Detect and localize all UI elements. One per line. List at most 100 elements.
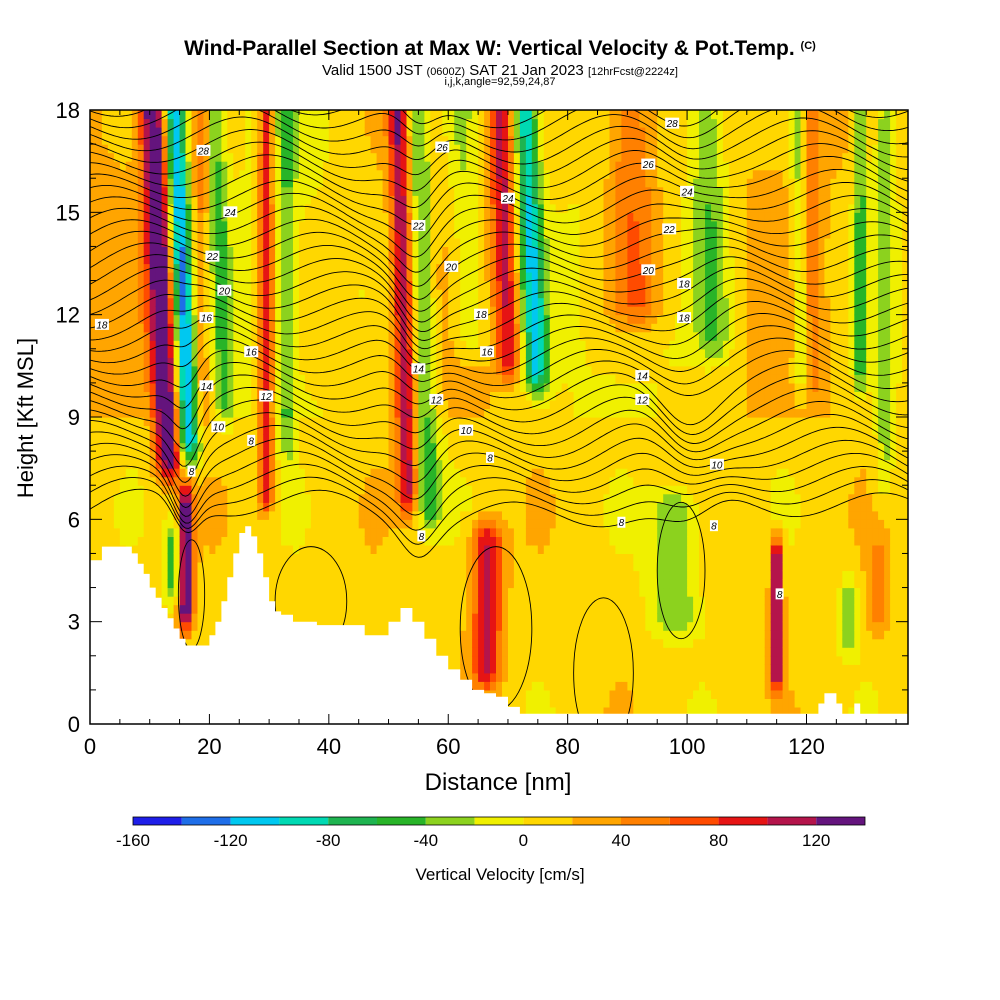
colorbar: -160 -120 -80 -40 0 40 80 120 xyxy=(116,816,866,850)
contour-label-bg xyxy=(435,141,450,153)
contour-label-bg xyxy=(187,465,196,477)
theta-contour-line xyxy=(90,313,908,365)
y-tick-label: 0 xyxy=(68,712,80,737)
contour-label-bg xyxy=(259,390,274,402)
terrain-mask xyxy=(90,526,908,724)
contour-label: 20 xyxy=(445,262,458,273)
axes: 0 20 40 60 80 100 120 0 3 6 9 12 15 18 xyxy=(56,98,909,759)
contour-label: 12 xyxy=(261,392,273,403)
plot-area: 28 24 22 20 18 16 16 14 12 10 8 8 22 26 20 18 16 14 12 10 8 8… xyxy=(90,110,908,724)
contour-label: 18 xyxy=(679,279,691,290)
contour-label-bg xyxy=(677,312,692,324)
theta-contour-line xyxy=(90,349,908,399)
contour-label-bg xyxy=(196,144,211,156)
theta-contour-line xyxy=(90,325,908,374)
contour-label-bg xyxy=(474,308,489,320)
contour-label-bg xyxy=(480,346,495,358)
colorbar-swatch xyxy=(425,817,475,825)
theta-contour-line xyxy=(90,116,908,165)
contour-label-bg xyxy=(635,393,650,405)
contour-label: 8 xyxy=(487,453,493,464)
theta-contour-line xyxy=(90,289,908,350)
theta-contour-line xyxy=(90,110,908,153)
theta-contour-line xyxy=(90,463,908,531)
theta-contour-loop xyxy=(573,597,634,724)
colorbar-tick-label: 80 xyxy=(709,831,728,850)
colorbar-swatch xyxy=(474,817,524,825)
contour-label: 8 xyxy=(419,532,425,543)
contour-label: 16 xyxy=(246,348,258,359)
theta-contours xyxy=(90,110,908,724)
contour-label: 12 xyxy=(431,395,443,406)
theta-contour-line xyxy=(90,230,908,300)
x-tick-label: 40 xyxy=(317,734,341,759)
section-params: i,j,k,angle=92,59,24,87 xyxy=(444,76,556,88)
theta-contour-line xyxy=(90,412,908,483)
chart-subtitle: Valid 1500 JST (0600Z) SAT 21 Jan 2023 [… xyxy=(0,62,1000,79)
theta-contour-line xyxy=(90,141,908,192)
contour-label: 8 xyxy=(619,518,625,529)
colorbar-swatch xyxy=(767,817,817,825)
contour-label-bg xyxy=(500,192,515,204)
contour-label: 28 xyxy=(197,146,210,157)
x-axis-label: Distance [nm] xyxy=(425,769,572,796)
contour-label-bg xyxy=(486,451,495,463)
colorbar-swatch xyxy=(181,817,231,825)
colorbar-swatch xyxy=(377,817,426,825)
colorbar-tick-label: 40 xyxy=(612,831,631,850)
theta-contour-line xyxy=(90,386,908,449)
theta-contour-line xyxy=(90,437,908,508)
theta-contour-line xyxy=(90,179,908,242)
contour-label-bg xyxy=(459,424,474,436)
contour-label: 12 xyxy=(637,395,649,406)
x-tick-label: 100 xyxy=(669,734,706,759)
colorbar-swatch xyxy=(133,817,182,825)
theta-contour-line xyxy=(90,110,908,129)
contour-label: 10 xyxy=(461,426,473,437)
valid-date: SAT 21 Jan 2023 xyxy=(469,62,584,79)
theta-contour-line xyxy=(90,362,908,426)
contour-label: 22 xyxy=(663,225,676,236)
colorbar-swatch xyxy=(816,817,865,825)
x-tick-label: 60 xyxy=(436,734,460,759)
colorbar-tick-label: -120 xyxy=(214,831,248,850)
contour-label: 18 xyxy=(96,320,108,331)
contour-label-bg xyxy=(205,250,220,262)
contour-label: 22 xyxy=(206,252,219,263)
contour-label: 18 xyxy=(679,314,691,325)
valid-time: Valid 1500 JST xyxy=(322,62,423,79)
contour-label-bg xyxy=(411,219,426,231)
theta-contour-loop xyxy=(656,501,706,640)
theta-contour-line xyxy=(90,488,908,558)
contour-label-bg xyxy=(247,434,256,446)
contour-label: 8 xyxy=(248,436,254,447)
x-tick-label: 20 xyxy=(197,734,221,759)
copyright-mark: (C) xyxy=(800,40,816,52)
contour-label: 26 xyxy=(436,143,449,154)
colorbar-tick-label: -40 xyxy=(414,831,439,850)
contour-label-bg xyxy=(641,158,656,170)
x-tick-label: 120 xyxy=(788,734,825,759)
contour-label: 18 xyxy=(476,310,488,321)
forecast-info: [12hrFcst@2224z] xyxy=(587,66,678,78)
y-tick-label: 6 xyxy=(68,507,80,532)
y-tick-label: 3 xyxy=(68,610,80,635)
contour-label-bg xyxy=(617,516,626,528)
contour-label: 14 xyxy=(413,365,425,376)
colorbar-tick-label: -80 xyxy=(316,831,341,850)
colorbar-tick-label: -160 xyxy=(116,831,150,850)
colorbar-swatch xyxy=(669,817,719,825)
contour-label: 10 xyxy=(711,460,723,471)
contour-label: 14 xyxy=(201,382,213,393)
contour-label: 16 xyxy=(201,314,213,325)
chart-title: Wind-Parallel Section at Max W: Vertical… xyxy=(0,37,1000,61)
theta-contour-line xyxy=(90,300,908,357)
contour-label: 28 xyxy=(666,119,679,130)
theta-contour-line xyxy=(90,450,908,517)
contour-label-bg xyxy=(429,393,444,405)
colorbar-label: Vertical Velocity [cm/s] xyxy=(415,865,584,884)
y-axis-label: Height [Kft MSL] xyxy=(13,338,38,498)
contour-label: 8 xyxy=(189,467,195,478)
contour-label: 24 xyxy=(501,194,514,205)
